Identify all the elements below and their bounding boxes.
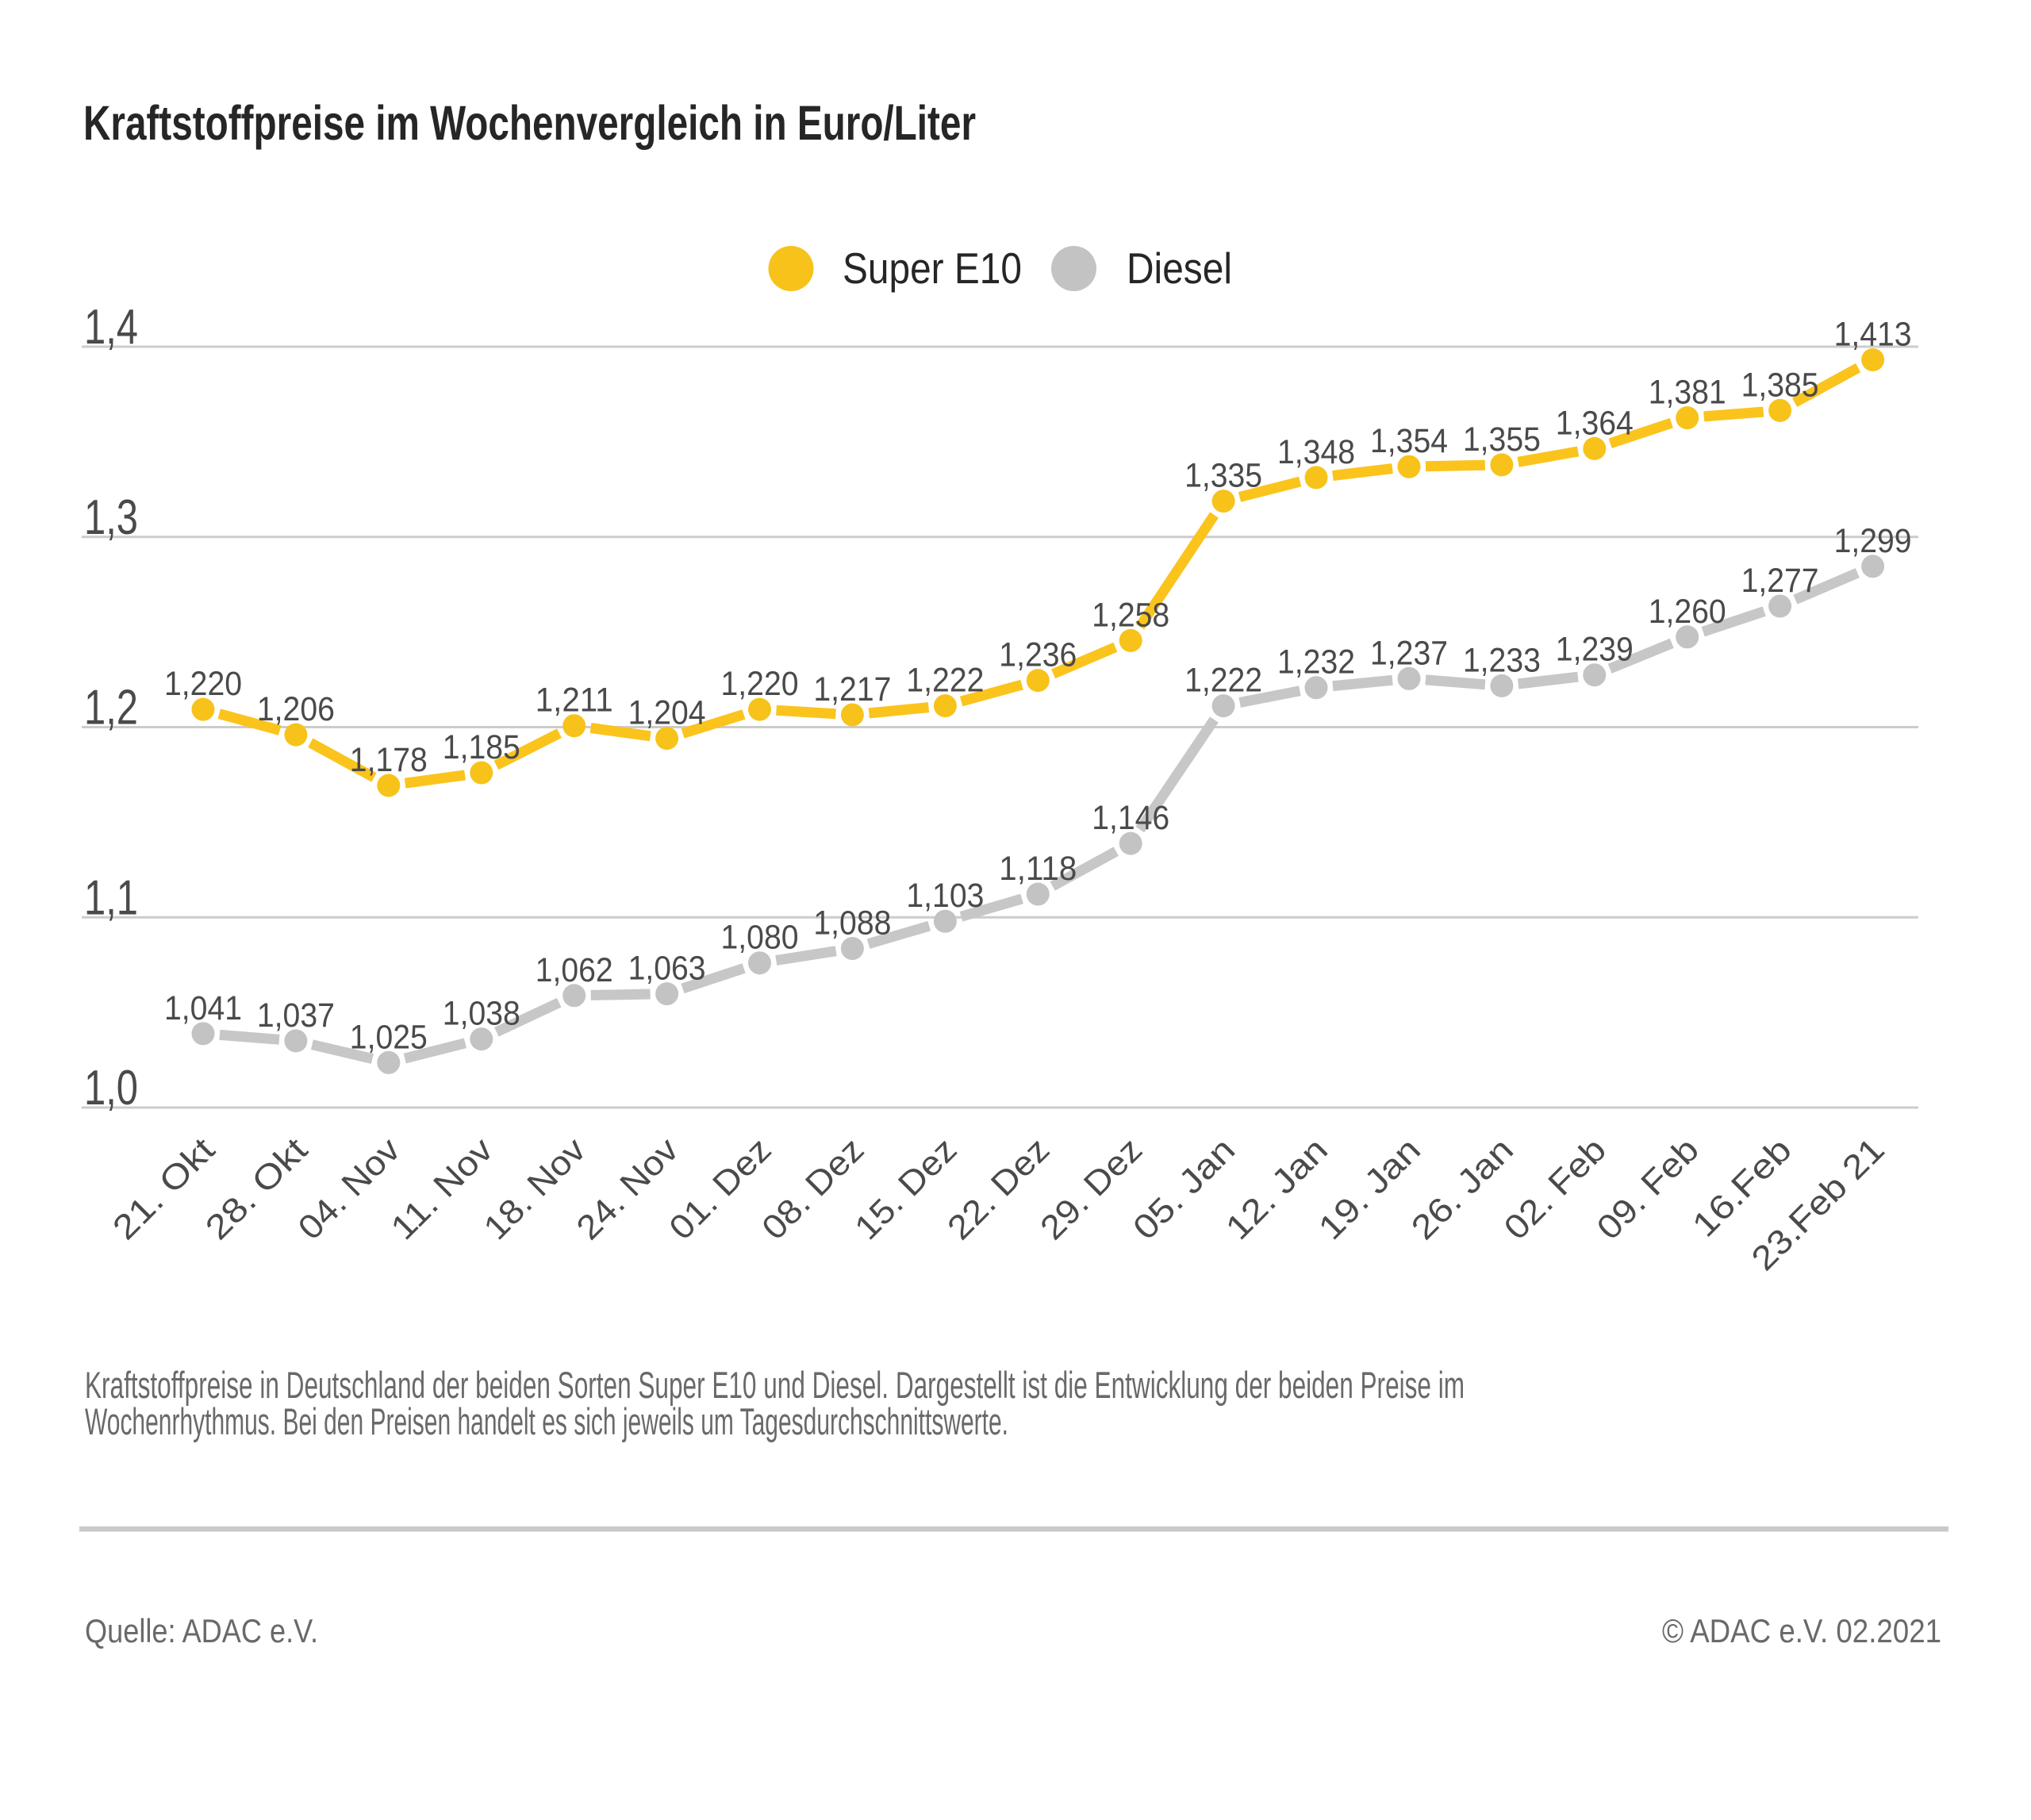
svg-text:Kraftstoffpreise im Wochenverg: Kraftstoffpreise im Wochenvergleich in E… [83,96,976,150]
svg-text:Kraftstoffpreise in Deutschlan: Kraftstoffpreise in Deutschland der beid… [85,1364,1465,1406]
svg-text:1,118: 1,118 [999,850,1077,888]
svg-text:1,354: 1,354 [1370,422,1448,460]
svg-text:1,185: 1,185 [443,728,520,766]
svg-text:1,335: 1,335 [1184,457,1262,495]
svg-text:1,204: 1,204 [628,694,706,732]
svg-text:1,222: 1,222 [1184,662,1262,700]
svg-text:1,232: 1,232 [1277,643,1355,682]
svg-text:1,103: 1,103 [906,877,984,915]
svg-text:1,038: 1,038 [443,995,520,1033]
svg-text:Quelle: ADAC e.V.: Quelle: ADAC e.V. [85,1612,318,1649]
svg-text:1,220: 1,220 [164,665,242,703]
svg-text:1,258: 1,258 [1092,596,1169,634]
svg-text:1,062: 1,062 [536,951,613,989]
svg-text:1,222: 1,222 [906,662,984,700]
svg-text:1,233: 1,233 [1463,641,1541,679]
svg-text:1,063: 1,063 [628,950,706,988]
svg-text:1,041: 1,041 [164,989,242,1027]
svg-text:1,0: 1,0 [84,1061,138,1115]
svg-text:1,220: 1,220 [721,665,799,703]
svg-text:© ADAC e.V. 02.2021: © ADAC e.V. 02.2021 [1662,1612,1941,1649]
svg-text:1,178: 1,178 [350,741,428,779]
svg-text:1,236: 1,236 [999,636,1077,674]
svg-text:1,4: 1,4 [84,300,138,355]
svg-text:1,025: 1,025 [350,1018,428,1056]
svg-text:1,355: 1,355 [1463,420,1541,459]
svg-text:1,2: 1,2 [84,681,138,735]
svg-text:1,381: 1,381 [1649,374,1726,412]
svg-text:1,080: 1,080 [721,919,799,957]
svg-text:1,217: 1,217 [813,670,891,708]
svg-text:Diesel: Diesel [1127,244,1232,293]
svg-text:1,239: 1,239 [1556,631,1634,669]
svg-text:1,146: 1,146 [1092,799,1169,837]
svg-text:1,277: 1,277 [1741,562,1819,600]
svg-text:1,348: 1,348 [1277,433,1355,471]
svg-text:1,211: 1,211 [536,682,613,720]
svg-text:1,413: 1,413 [1834,316,1912,354]
svg-text:1,299: 1,299 [1834,522,1912,560]
svg-text:1,206: 1,206 [257,690,335,728]
svg-text:1,237: 1,237 [1370,634,1448,672]
svg-text:Super E10: Super E10 [843,244,1022,293]
svg-text:1,1: 1,1 [84,870,138,925]
svg-text:1,3: 1,3 [84,490,138,545]
svg-text:1,037: 1,037 [257,996,335,1035]
svg-text:1,364: 1,364 [1556,404,1634,442]
svg-text:1,385: 1,385 [1741,366,1819,404]
svg-text:1,260: 1,260 [1649,593,1726,631]
svg-text:1,088: 1,088 [813,904,891,943]
svg-text:Wochenrhythmus. Bei den Preise: Wochenrhythmus. Bei den Preisen handelt … [85,1400,1008,1442]
